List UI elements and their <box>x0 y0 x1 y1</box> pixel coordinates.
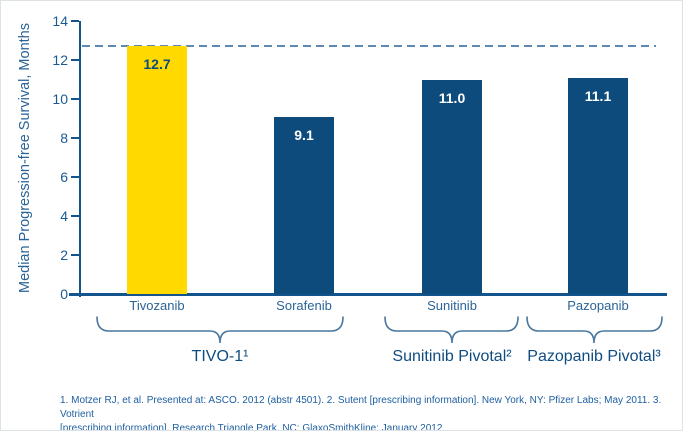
y-axis-tick-label: 12 <box>52 52 68 68</box>
footnote-line-1: 1. Motzer RJ, et al. Presented at: ASCO.… <box>60 395 662 420</box>
bar-pazopanib: 11.1 <box>568 77 628 294</box>
y-axis-tick-label: 10 <box>52 91 68 107</box>
group-label: Sunitinib Pivotal² <box>392 348 512 365</box>
y-axis-tick-label: 4 <box>60 208 68 224</box>
bar-value-label: 11.1 <box>584 87 612 104</box>
reference-dashed-line <box>82 45 656 48</box>
category-label-pazopanib: Pazopanib <box>567 298 629 313</box>
x-axis-line <box>69 293 667 296</box>
group-label: Pazopanib Pivotal³ <box>527 348 661 365</box>
y-axis-tick <box>71 215 79 217</box>
footnote-line-2: [prescribing information]. Research Tria… <box>60 423 446 431</box>
y-axis-tick-label: 8 <box>60 130 68 146</box>
category-label-sorafenib: Sorafenib <box>276 298 332 313</box>
bar-value-label: 11.0 <box>438 89 466 106</box>
y-axis-tick <box>71 20 79 22</box>
y-axis-tick-label: 0 <box>60 286 68 302</box>
group-brace <box>384 316 519 344</box>
group-label: TIVO-1¹ <box>191 348 249 365</box>
y-axis-tick <box>71 98 79 100</box>
y-axis-tick <box>71 254 79 256</box>
y-axis-tick <box>71 293 79 295</box>
y-axis-tick-label: 2 <box>60 247 68 263</box>
group-brace <box>96 316 344 344</box>
footnote: 1. Motzer RJ, et al. Presented at: ASCO.… <box>60 394 680 431</box>
category-label-sunitinib: Sunitinib <box>427 298 477 313</box>
y-axis-tick <box>71 59 79 61</box>
y-axis-tick <box>71 137 79 139</box>
category-label-tivozanib: Tivozanib <box>129 298 185 313</box>
bar-sunitinib: 11.0 <box>422 79 482 294</box>
bar-value-label: 12.7 <box>143 56 171 73</box>
y-axis-tick-label: 6 <box>60 169 68 185</box>
y-axis-tick-label: 14 <box>52 13 68 29</box>
bar-value-label: 9.1 <box>294 126 314 143</box>
y-axis-line <box>79 21 81 297</box>
bar-tivozanib: 12.7 <box>127 46 187 294</box>
bar-sorafenib: 9.1 <box>274 116 334 294</box>
y-axis-tick <box>71 176 79 178</box>
group-brace <box>526 316 663 344</box>
